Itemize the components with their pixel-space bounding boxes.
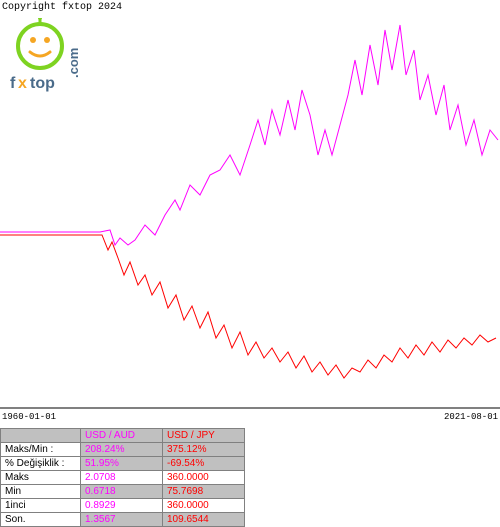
cell-aud: 0.8929	[81, 499, 163, 513]
row-label: Maks/Min :	[1, 443, 81, 457]
cell-jpy: 375.12%	[163, 443, 245, 457]
table-row: Maks/Min : 208.24% 375.12%	[1, 443, 245, 457]
cell-jpy: -69.54%	[163, 457, 245, 471]
table-header-row: USD / AUD USD / JPY	[1, 429, 245, 443]
series-usd-aud	[0, 25, 498, 245]
x-axis-end-label: 2021-08-01	[444, 412, 498, 422]
cell-jpy: 75.7698	[163, 485, 245, 499]
cell-jpy: 360.0000	[163, 471, 245, 485]
cell-aud: 2.0708	[81, 471, 163, 485]
row-label: Maks	[1, 471, 81, 485]
header-jpy: USD / JPY	[163, 429, 245, 443]
table-row: Son. 1.3567 109.6544	[1, 513, 245, 527]
series-usd-jpy	[0, 235, 496, 378]
cell-aud: 0.6718	[81, 485, 163, 499]
stats-table: USD / AUD USD / JPY Maks/Min : 208.24% 3…	[0, 428, 245, 527]
table-row: % Değişiklik : 51.95% -69.54%	[1, 457, 245, 471]
row-label: 1inci	[1, 499, 81, 513]
row-label: % Değişiklik :	[1, 457, 81, 471]
table-row: Min 0.6718 75.7698	[1, 485, 245, 499]
row-label: Min	[1, 485, 81, 499]
x-axis-start-label: 1960-01-01	[2, 412, 56, 422]
currency-chart	[0, 0, 500, 410]
table-row: 1inci 0.8929 360.0000	[1, 499, 245, 513]
row-label: Son.	[1, 513, 81, 527]
cell-aud: 1.3567	[81, 513, 163, 527]
header-blank	[1, 429, 81, 443]
header-aud: USD / AUD	[81, 429, 163, 443]
cell-jpy: 360.0000	[163, 499, 245, 513]
cell-aud: 51.95%	[81, 457, 163, 471]
cell-aud: 208.24%	[81, 443, 163, 457]
table-row: Maks 2.0708 360.0000	[1, 471, 245, 485]
cell-jpy: 109.6544	[163, 513, 245, 527]
